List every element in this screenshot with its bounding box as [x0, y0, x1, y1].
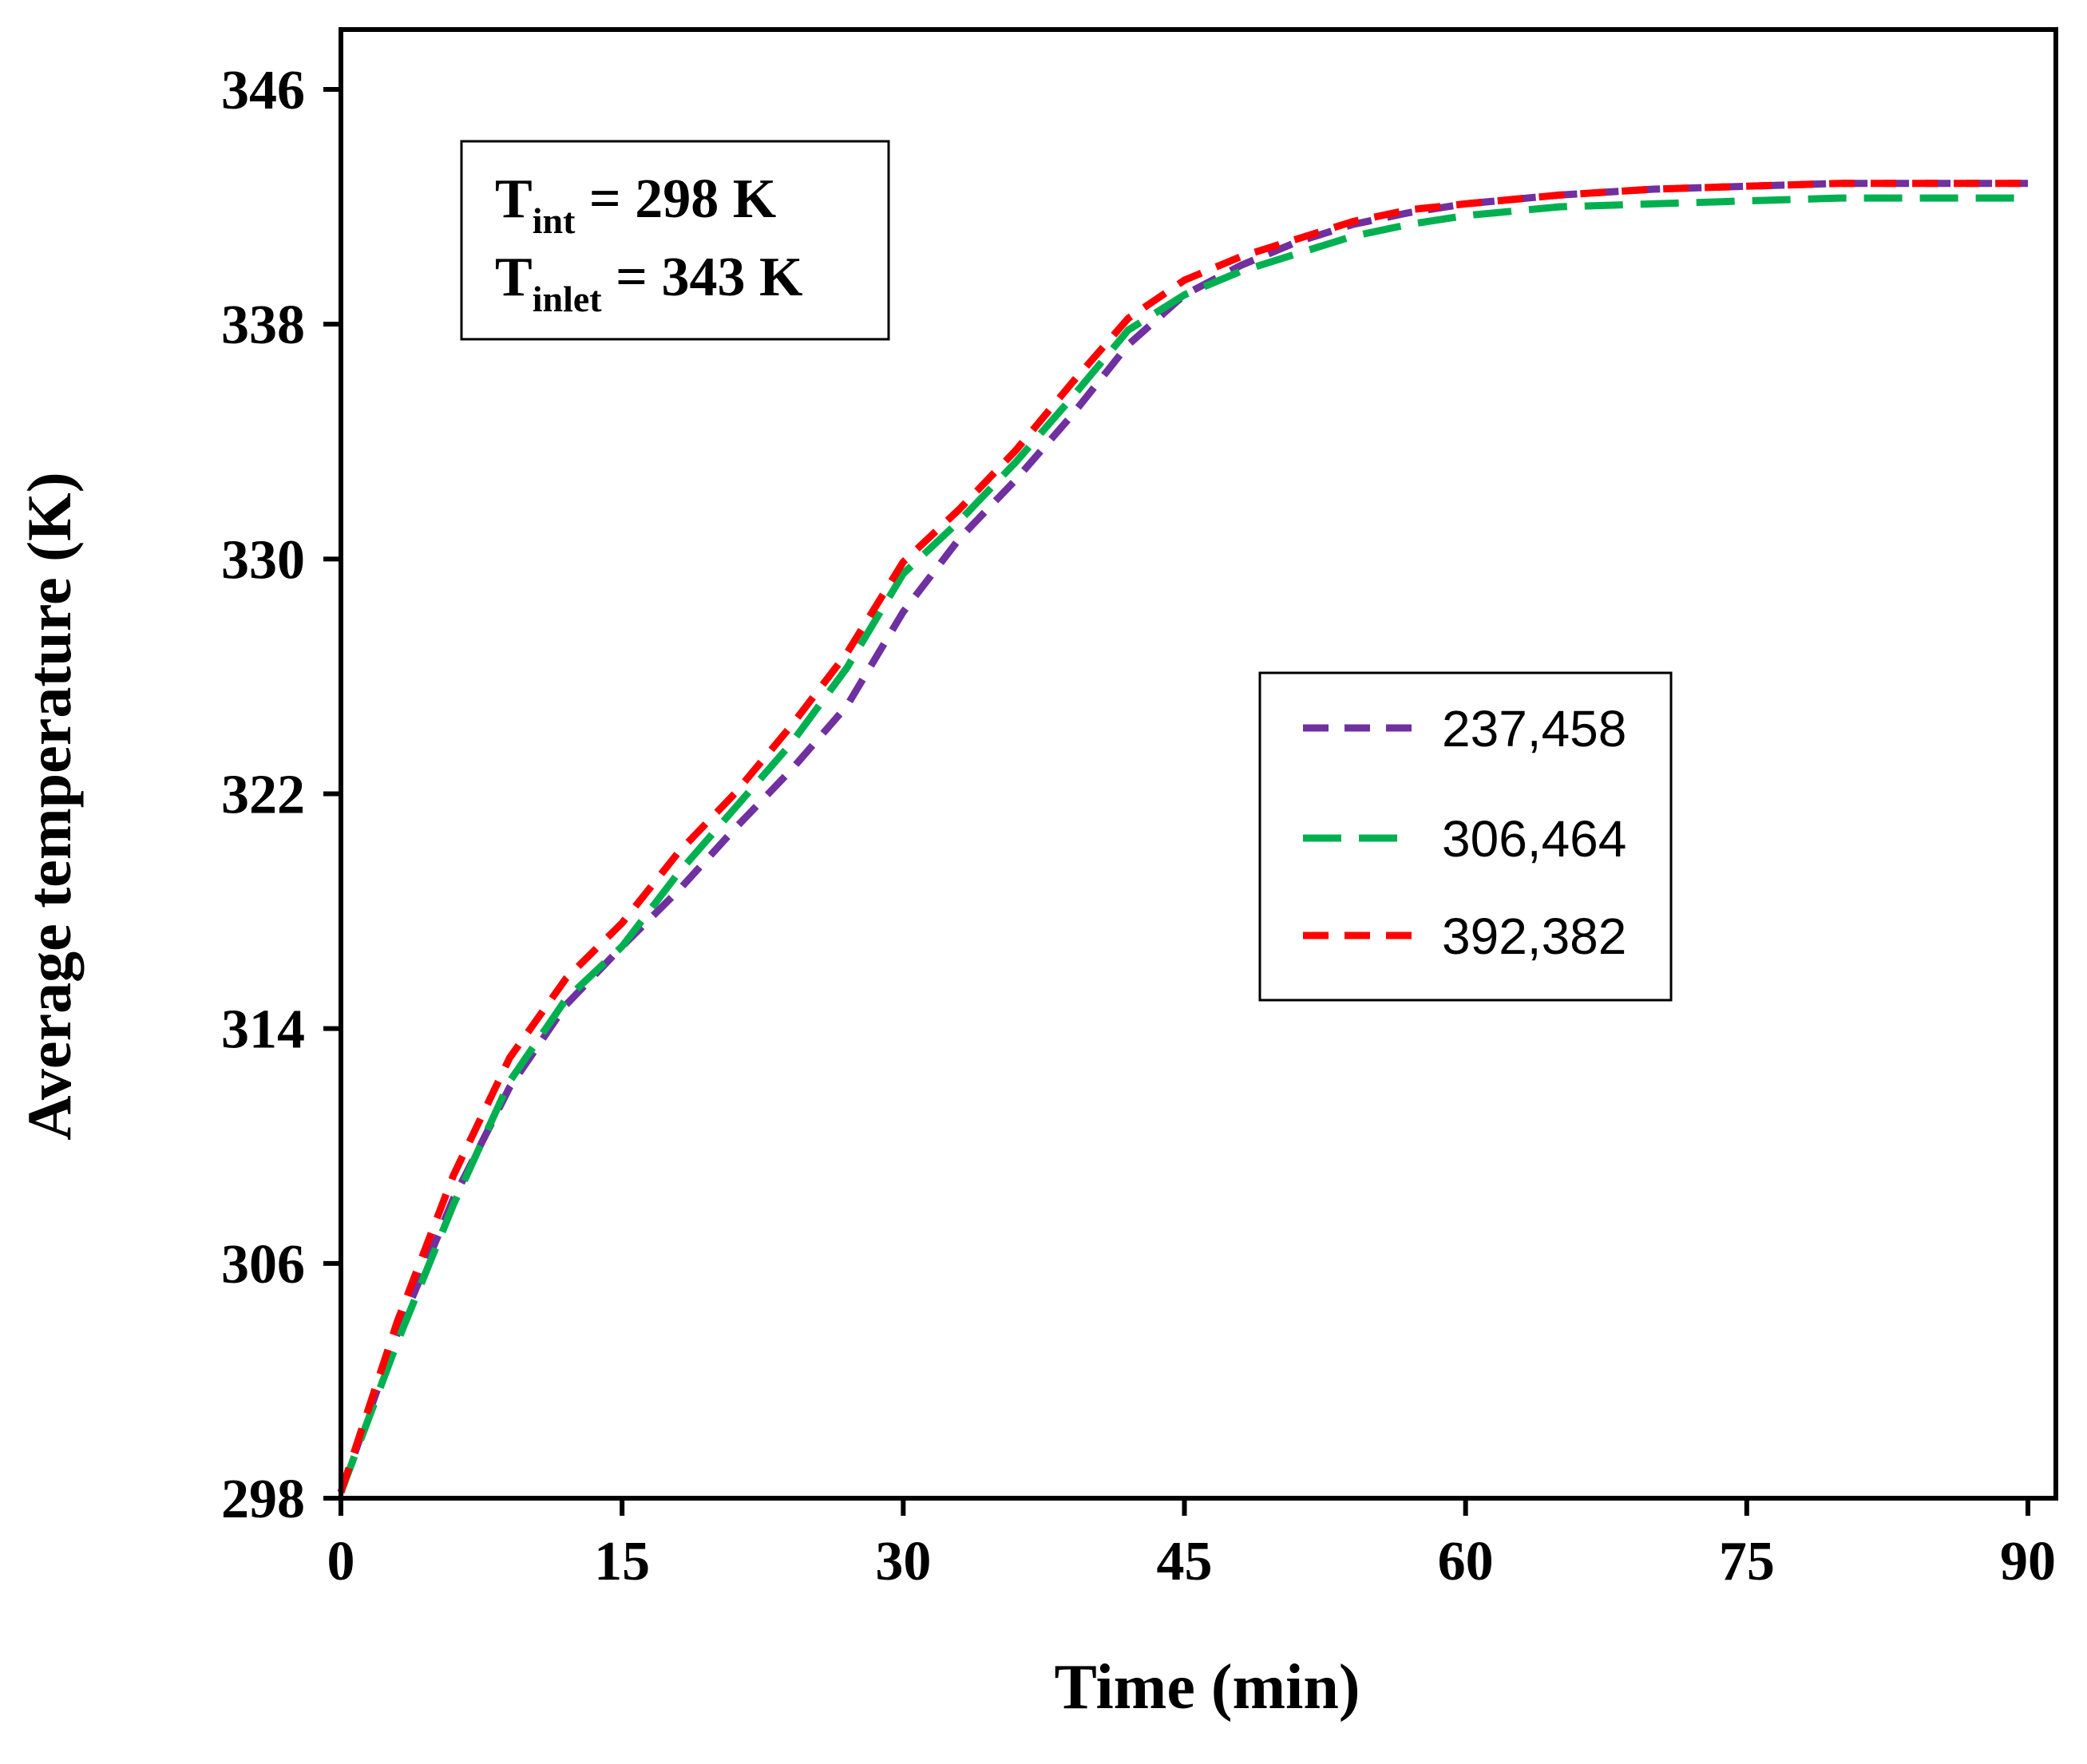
x-axis-tick-labels: 0 15 30 45 60 75 90: [327, 1531, 2057, 1592]
initial-temperature-text: Tint = 298 K: [495, 168, 776, 241]
x-tick-label: 15: [594, 1531, 650, 1592]
y-axis-tick-labels: 298 306 314 322 330 338 346: [221, 60, 305, 1530]
x-tick-label: 60: [1438, 1531, 1494, 1592]
annotation-box: [460, 140, 890, 341]
x-tick-label: 30: [875, 1531, 931, 1592]
legend-label-237458: 237,458: [1442, 700, 1626, 757]
y-tick-label: 346: [221, 60, 305, 121]
series-line-306464: [337, 194, 2028, 1494]
legend-label-392382: 392,382: [1442, 908, 1626, 965]
x-axis-label: Time (min): [1055, 1652, 1360, 1722]
y-tick-label: 322: [221, 765, 305, 826]
legend: 237,458 306,464 392,382: [1258, 671, 1673, 1002]
y-tick-label: 338: [221, 295, 305, 356]
series-line-392382: [337, 180, 2028, 1494]
y-tick-label: 298: [221, 1469, 305, 1530]
series-layer: [337, 180, 2028, 1494]
x-tick-label: 75: [1719, 1531, 1775, 1592]
y-tick-label: 314: [221, 999, 305, 1061]
x-tick-label: 45: [1157, 1531, 1213, 1592]
plot-area-frame: [339, 27, 2058, 1501]
x-tick-label: 0: [327, 1531, 355, 1592]
axis-ticks: [323, 87, 2030, 1516]
y-axis-label: Average temperature (K): [14, 472, 84, 1140]
condition-annotation: Tint = 298 K Tinlet = 343 K: [460, 140, 890, 341]
legend-label-306464: 306,464: [1442, 810, 1626, 868]
y-tick-label: 330: [221, 529, 305, 591]
x-tick-label: 90: [2000, 1531, 2056, 1592]
inlet-temperature-text: Tinlet = 343 K: [495, 247, 802, 319]
y-tick-label: 306: [221, 1234, 305, 1295]
